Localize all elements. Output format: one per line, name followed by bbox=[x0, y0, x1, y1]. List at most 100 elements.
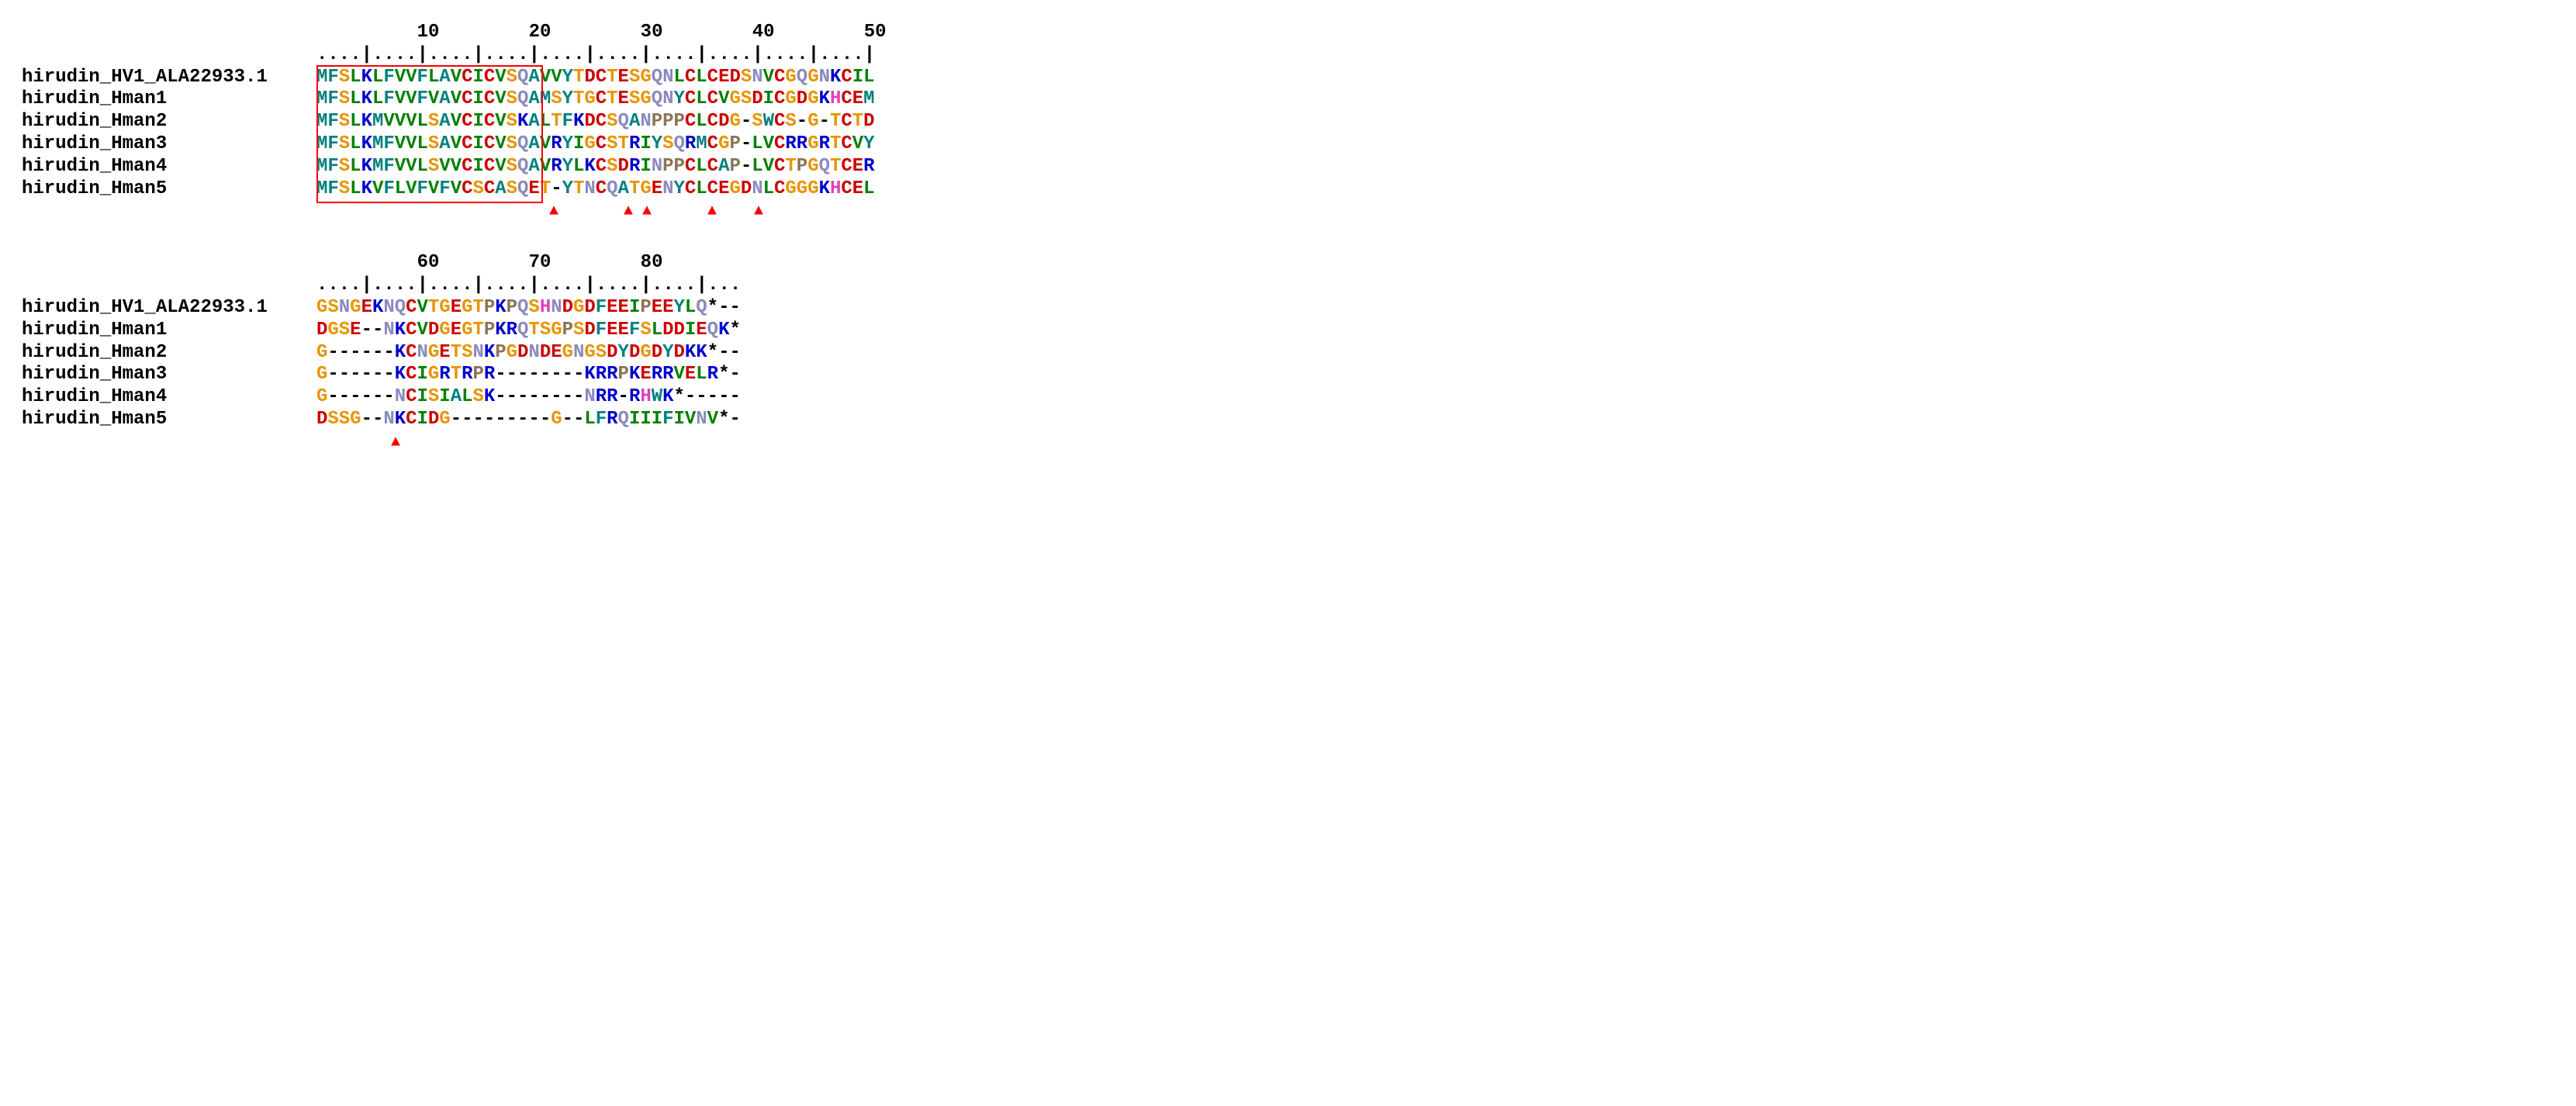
residue: E bbox=[685, 364, 696, 386]
residue: L bbox=[752, 156, 762, 178]
residue: G bbox=[428, 342, 439, 365]
residue: - bbox=[551, 178, 562, 201]
residue: Y bbox=[562, 88, 573, 111]
residue: T bbox=[830, 111, 841, 133]
residue: S bbox=[428, 133, 439, 156]
residue: F bbox=[383, 156, 394, 178]
residue: E bbox=[618, 88, 629, 111]
residue: E bbox=[528, 178, 539, 201]
residue: K bbox=[685, 342, 696, 365]
residue: G bbox=[439, 297, 450, 320]
residue: R bbox=[652, 364, 662, 386]
residue: A bbox=[629, 111, 640, 133]
residue: C bbox=[596, 156, 607, 178]
residue: S bbox=[339, 111, 350, 133]
residue: L bbox=[350, 133, 361, 156]
residue: - bbox=[517, 409, 528, 431]
residue: E bbox=[852, 156, 863, 178]
residue: E bbox=[551, 342, 562, 365]
residue: R bbox=[819, 133, 830, 156]
residue: I bbox=[640, 409, 651, 431]
sequence-row: hirudin_Hman2MFSLKMVVVLSAVCICVSKALTFKDCS… bbox=[22, 111, 2554, 133]
residue: D bbox=[584, 67, 595, 89]
residue: C bbox=[774, 133, 785, 156]
residue: G bbox=[807, 111, 818, 133]
residue: L bbox=[350, 111, 361, 133]
residue: F bbox=[327, 88, 338, 111]
residue: C bbox=[707, 133, 718, 156]
residue: - bbox=[528, 364, 539, 386]
residue: V bbox=[406, 178, 417, 201]
residue: C bbox=[406, 386, 417, 409]
residue: G bbox=[327, 320, 338, 342]
residue: C bbox=[484, 156, 495, 178]
residue: - bbox=[327, 364, 338, 386]
residue: R bbox=[707, 364, 718, 386]
residue: G bbox=[462, 297, 472, 320]
residue: - bbox=[729, 409, 740, 431]
sequence-row: hirudin_Hman5DSSG--NKCIDG---------G--LFR… bbox=[22, 409, 2554, 431]
residue: R bbox=[662, 364, 673, 386]
conserved-marker: ▲ bbox=[754, 202, 763, 220]
residue: - bbox=[361, 342, 372, 365]
residue: T bbox=[573, 67, 584, 89]
residue: R bbox=[484, 364, 495, 386]
residue: Q bbox=[819, 156, 830, 178]
residue: D bbox=[584, 297, 595, 320]
residue: L bbox=[350, 67, 361, 89]
residue: V bbox=[495, 88, 506, 111]
residue: L bbox=[417, 111, 428, 133]
residue: S bbox=[596, 342, 607, 365]
residue: I bbox=[640, 133, 651, 156]
residue: N bbox=[551, 297, 562, 320]
sequence-label: hirudin_Hman4 bbox=[22, 156, 316, 178]
residue: V bbox=[395, 156, 406, 178]
residue: F bbox=[596, 297, 607, 320]
sequence-label: hirudin_Hman4 bbox=[22, 386, 316, 409]
residue: E bbox=[852, 178, 863, 201]
residue: I bbox=[472, 88, 483, 111]
residue: C bbox=[841, 133, 852, 156]
residue: C bbox=[685, 88, 696, 111]
conserved-marker: ▲ bbox=[624, 202, 633, 220]
residue: L bbox=[372, 88, 383, 111]
residue: - bbox=[517, 364, 528, 386]
residue: K bbox=[584, 364, 595, 386]
residue: E bbox=[662, 297, 673, 320]
residue: N bbox=[662, 88, 673, 111]
residue: C bbox=[774, 178, 785, 201]
residue: D bbox=[797, 88, 807, 111]
residue: - bbox=[729, 342, 740, 365]
sequence-label: hirudin_HV1_ALA22933.1 bbox=[22, 297, 316, 320]
residue: C bbox=[685, 156, 696, 178]
residue: V bbox=[383, 111, 394, 133]
residue: F bbox=[383, 88, 394, 111]
residue: - bbox=[372, 409, 383, 431]
residue: S bbox=[741, 67, 752, 89]
residue: A bbox=[528, 156, 539, 178]
residue: M bbox=[316, 133, 327, 156]
residue: S bbox=[507, 178, 517, 201]
residue: C bbox=[841, 88, 852, 111]
residue: V bbox=[707, 409, 718, 431]
residue: * bbox=[729, 320, 740, 342]
residue: E bbox=[652, 178, 662, 201]
residue: - bbox=[495, 409, 506, 431]
residue: V bbox=[395, 88, 406, 111]
residue: H bbox=[640, 386, 651, 409]
residue: - bbox=[372, 386, 383, 409]
residue: F bbox=[383, 178, 394, 201]
residue: F bbox=[596, 320, 607, 342]
residue: L bbox=[696, 111, 707, 133]
residue: S bbox=[339, 178, 350, 201]
residue: Y bbox=[562, 133, 573, 156]
ruler-label-spacer bbox=[22, 252, 316, 275]
residue: N bbox=[573, 342, 584, 365]
residue: T bbox=[830, 156, 841, 178]
residue: K bbox=[395, 320, 406, 342]
residue: - bbox=[573, 409, 584, 431]
residue: D bbox=[662, 320, 673, 342]
residue: C bbox=[841, 67, 852, 89]
residue: V bbox=[718, 88, 729, 111]
residue: V bbox=[428, 88, 439, 111]
